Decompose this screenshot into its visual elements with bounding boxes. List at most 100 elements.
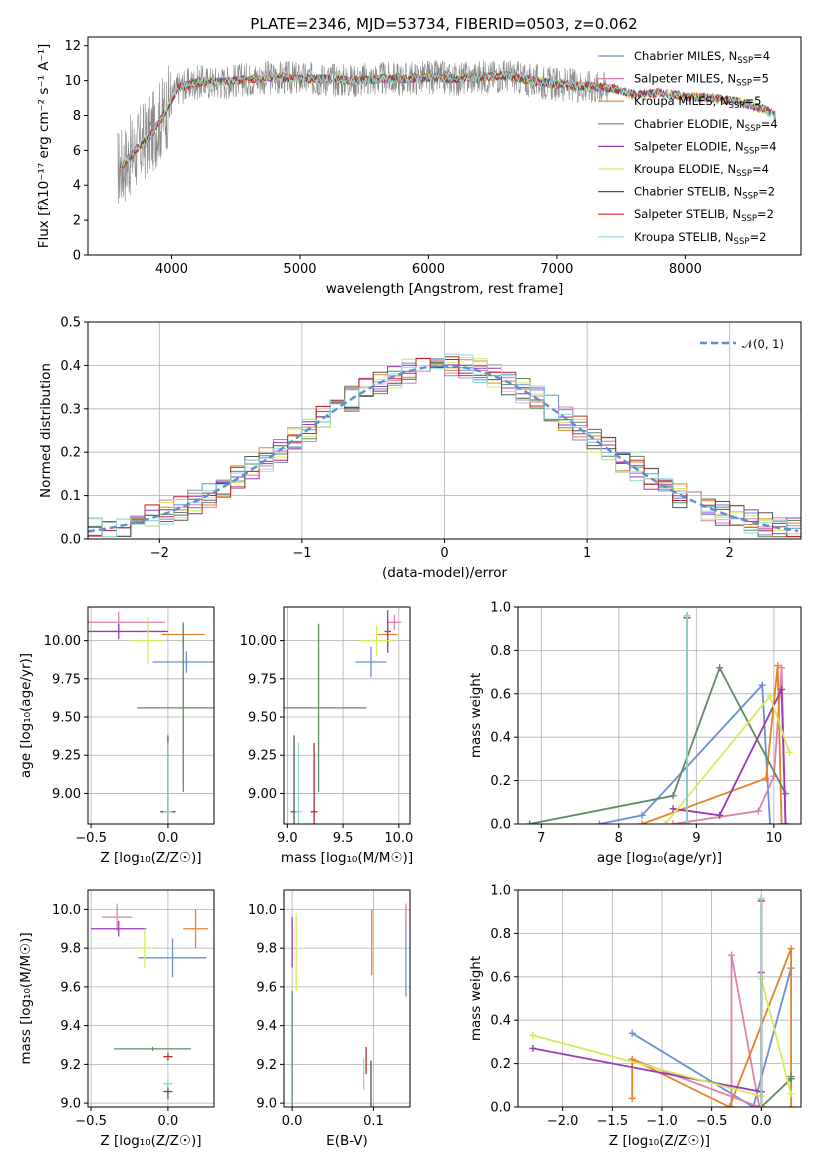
weight-line-kroupa-elodie	[664, 694, 791, 824]
weight-marker	[787, 1073, 795, 1081]
weight-marker	[757, 1103, 765, 1107]
y-tick-label: 9.8	[256, 942, 277, 957]
y-tick-label: 9.6	[256, 980, 277, 995]
weight-marker	[669, 805, 677, 813]
errorbar-point	[114, 1046, 191, 1051]
weight-marker	[755, 1103, 763, 1107]
x-tick-label: −0.5	[75, 831, 107, 846]
histogram-kroupa-stelib	[88, 353, 801, 538]
y-tick-label: 0.0	[60, 533, 81, 548]
axes-frame	[87, 889, 215, 1108]
y-tick-label: 0.0	[490, 818, 511, 833]
plot-layer: 4000 5000 6000 7000 8000024681012wavelength …	[18, 36, 802, 1149]
errorbar-point	[310, 743, 318, 824]
y-tick-label: 10.0	[52, 903, 81, 918]
x-axis-label: mass [log₁₀(M/M☉)]	[281, 850, 413, 866]
x-tick-label: 0.0	[751, 1114, 772, 1129]
y-tick-label: 0.2	[490, 1057, 511, 1072]
y-tick-label: 9.50	[52, 711, 81, 726]
weight-marker	[716, 664, 724, 672]
x-axis-label: Z [log₁₀(Z/Z☉)]	[609, 1133, 710, 1149]
errorbar-point	[91, 921, 147, 937]
gaussian-curve	[88, 364, 799, 533]
x-axis-label: (data-model)/error	[382, 565, 508, 581]
weight-marker	[762, 774, 770, 782]
weight-marker	[661, 820, 669, 824]
weight-marker	[787, 1090, 795, 1098]
x-tick-label: 0.1	[363, 1114, 384, 1129]
x-tick-label: −0.5	[75, 1114, 107, 1129]
x-tick-label: 4000	[155, 262, 188, 277]
weight-marker	[669, 820, 677, 824]
y-tick-label: 8	[73, 109, 81, 124]
x-tick-label: 7	[537, 831, 545, 846]
x-axis-label: age [log₁₀(age/yr)]	[597, 850, 722, 866]
weight-marker	[726, 1103, 734, 1107]
x-tick-label: 10.0	[384, 831, 413, 846]
y-tick-label: 9.8	[60, 942, 81, 957]
x-tick-label: 10	[766, 831, 783, 846]
x-tick-label: 2	[726, 546, 734, 561]
errorbar-point	[387, 614, 402, 630]
model-spectrum-kroupa-stelib	[119, 71, 776, 170]
legend-entry: 𝒩(0, 1)	[742, 337, 784, 351]
axes-frame	[87, 36, 802, 256]
y-tick-label: 0.8	[490, 644, 511, 659]
weight-line-kroupa-miles	[641, 665, 783, 824]
errorbar-point	[137, 928, 153, 968]
weight-marker	[638, 811, 646, 819]
errorbar-point	[359, 625, 394, 656]
y-tick-label: 12	[64, 39, 81, 54]
errorbar-point	[163, 1079, 173, 1088]
axes-frame	[517, 889, 802, 1108]
weight-marker	[757, 895, 765, 903]
weight-marker	[785, 748, 793, 756]
plot-area-z_mass	[91, 903, 208, 1100]
y-tick-label: 10.00	[44, 634, 81, 649]
y-tick-label: 0.2	[60, 446, 81, 461]
legend-entry: Kroupa STELIB, NSSP=2	[634, 230, 766, 247]
y-tick-label: 1.0	[490, 884, 511, 899]
weight-marker	[683, 612, 691, 620]
y-tick-label: 6	[73, 144, 81, 159]
x-axis-label: Z [log₁₀(Z/Z☉)]	[100, 1133, 201, 1149]
legend-entry: Salpeter ELODIE, NSSP=4	[634, 139, 777, 156]
x-tick-label: 6000	[412, 262, 445, 277]
weight-line-chabrier-miles	[631, 967, 792, 1107]
weight-marker	[774, 662, 782, 670]
weight-line-chabrier-elodie	[529, 665, 787, 824]
y-tick-label: 9.25	[248, 749, 277, 764]
errorbar-point	[137, 623, 214, 792]
weight-marker	[727, 1103, 735, 1107]
x-axis-label: E(B-V)	[326, 1133, 368, 1149]
x-tick-label: −1	[292, 546, 311, 561]
panel-residuals: −2 −1 0 1 2 0.0 0.1 0.2 0.3 0.4 0.5 (data-model)/er…	[38, 316, 802, 581]
weight-marker	[778, 820, 786, 824]
weight-marker	[526, 820, 534, 824]
plot-area-residuals	[88, 353, 801, 538]
weight-marker	[628, 1029, 636, 1037]
weight-marker	[778, 685, 786, 693]
panel-ebv_mass: 0.0 0.1 9.0 9.2 9.4 9.6 9.8 10.0 E(B-V)	[248, 889, 411, 1149]
legend-entry: Salpeter STELIB, NSSP=2	[634, 207, 774, 224]
axes-frame	[283, 606, 411, 825]
y-tick-label: 9.2	[256, 1058, 277, 1073]
y-axis-label: mass weight	[468, 956, 484, 1041]
y-tick-label: 0.0	[490, 1101, 511, 1116]
errorbar-point	[163, 1052, 173, 1061]
weight-marker	[766, 692, 774, 700]
y-tick-label: 9.50	[248, 711, 277, 726]
axes-frame	[283, 889, 411, 1108]
y-axis-label: mass [log₁₀(M/M☉)]	[18, 932, 34, 1064]
x-tick-label: 7000	[540, 262, 573, 277]
axes-frame	[517, 606, 802, 825]
errorbar-point	[284, 623, 367, 792]
figure-title: PLATE=2346, MJD=53734, FIBERID=0503, z=0…	[250, 15, 637, 33]
errorbar-point	[384, 610, 392, 653]
y-axis-label: mass weight	[468, 673, 484, 758]
errorbar-point	[101, 903, 133, 931]
weight-line-chabrier-miles	[599, 682, 771, 824]
x-tick-label: −2	[150, 546, 169, 561]
weight-marker	[638, 820, 646, 824]
axes-frame	[87, 321, 802, 540]
